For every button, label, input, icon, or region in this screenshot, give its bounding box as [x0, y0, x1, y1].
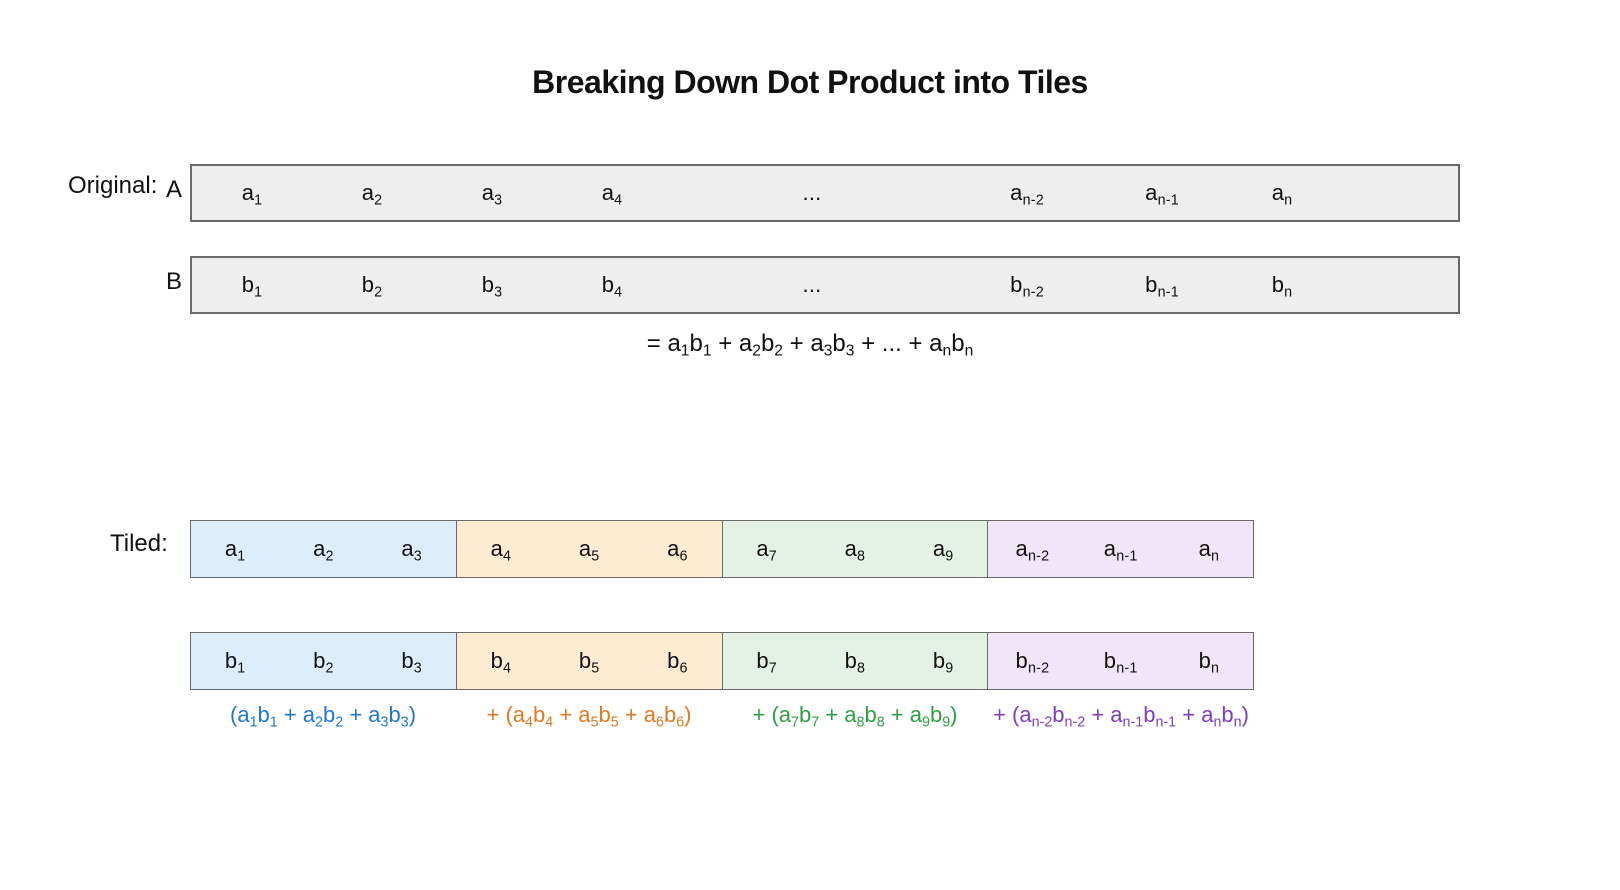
vector-cell: b4 — [552, 272, 672, 298]
tiled-row-B: b1b2b3b4b5b6b7b8b9bn-2bn-1bn — [190, 632, 1254, 690]
page-title: Breaking Down Dot Product into Tiles — [0, 64, 1620, 101]
tile-cell: a8 — [811, 536, 899, 562]
tile-result-term: + (an-2bn-2 + an-1bn-1 + anbn) — [988, 702, 1254, 728]
tile-result-term: + (a4b4 + a5b5 + a6b6) — [456, 702, 722, 728]
tile-cell: a4 — [457, 536, 545, 562]
tile-cell: a9 — [899, 536, 987, 562]
tile: a7a8a9 — [723, 520, 989, 578]
tile: bn-2bn-1bn — [988, 632, 1254, 690]
tile-cell: a3 — [368, 536, 456, 562]
vector-cell: b3 — [432, 272, 552, 298]
tile: a4a5a6 — [457, 520, 723, 578]
tile-cell: a1 — [191, 536, 279, 562]
tile-cell: a5 — [545, 536, 633, 562]
vector-cell: an-1 — [1102, 180, 1222, 206]
vector-cell: b1 — [192, 272, 312, 298]
tile-cell: b7 — [723, 648, 811, 674]
vector-cell: an-2 — [952, 180, 1102, 206]
vector-cell: bn-2 — [952, 272, 1102, 298]
tile: b7b8b9 — [723, 632, 989, 690]
tiled-row-A: a1a2a3a4a5a6a7a8a9an-2an-1an — [190, 520, 1254, 578]
tile-cell: a6 — [633, 536, 721, 562]
tile-cell: a7 — [723, 536, 811, 562]
tile-cell: b1 — [191, 648, 279, 674]
label-A: A — [166, 176, 182, 204]
tile-cell: a2 — [279, 536, 367, 562]
diagram-page: Breaking Down Dot Product into Tiles Ori… — [0, 0, 1620, 890]
vector-cell: a4 — [552, 180, 672, 206]
vector-cell: ... — [672, 180, 952, 206]
vector-cell: a2 — [312, 180, 432, 206]
tile-cell: b4 — [457, 648, 545, 674]
tile-cell: b5 — [545, 648, 633, 674]
original-row-A: a1a2a3a4...an-2an-1an — [190, 164, 1460, 222]
tile: b1b2b3 — [190, 632, 457, 690]
tile: b4b5b6 — [457, 632, 723, 690]
vector-cell: a3 — [432, 180, 552, 206]
tile-cell: b9 — [899, 648, 987, 674]
tile-cell: bn — [1165, 648, 1253, 674]
tile-cell: b3 — [368, 648, 456, 674]
label-tiled: Tiled: — [110, 530, 168, 558]
tile-cell: bn-1 — [1077, 648, 1165, 674]
tile-cell: b8 — [811, 648, 899, 674]
vector-cell: ... — [672, 272, 952, 298]
dot-product-equation: = a1b1 + a2b2 + a3b3 + ... + anbn — [0, 330, 1620, 358]
vector-cell: bn-1 — [1102, 272, 1222, 298]
tile-cell: an-2 — [988, 536, 1076, 562]
vector-cell: a1 — [192, 180, 312, 206]
original-row-B: b1b2b3b4...bn-2bn-1bn — [190, 256, 1460, 314]
tile-result-term: + (a7b7 + a8b8 + a9b9) — [722, 702, 988, 728]
tile-cell: b2 — [279, 648, 367, 674]
tile-cell: an-1 — [1077, 536, 1165, 562]
label-original: Original: — [68, 172, 157, 200]
vector-cell: an — [1222, 180, 1342, 206]
vector-cell: bn — [1222, 272, 1342, 298]
label-B: B — [166, 268, 182, 296]
tile-cell: bn-2 — [988, 648, 1076, 674]
tiled-result-row: (a1b1 + a2b2 + a3b3)+ (a4b4 + a5b5 + a6b… — [190, 702, 1254, 728]
tile-cell: an — [1165, 536, 1253, 562]
tile: an-2an-1an — [988, 520, 1254, 578]
vector-cell: b2 — [312, 272, 432, 298]
tile-cell: b6 — [633, 648, 721, 674]
tile-result-term: (a1b1 + a2b2 + a3b3) — [190, 702, 456, 728]
tile: a1a2a3 — [190, 520, 457, 578]
